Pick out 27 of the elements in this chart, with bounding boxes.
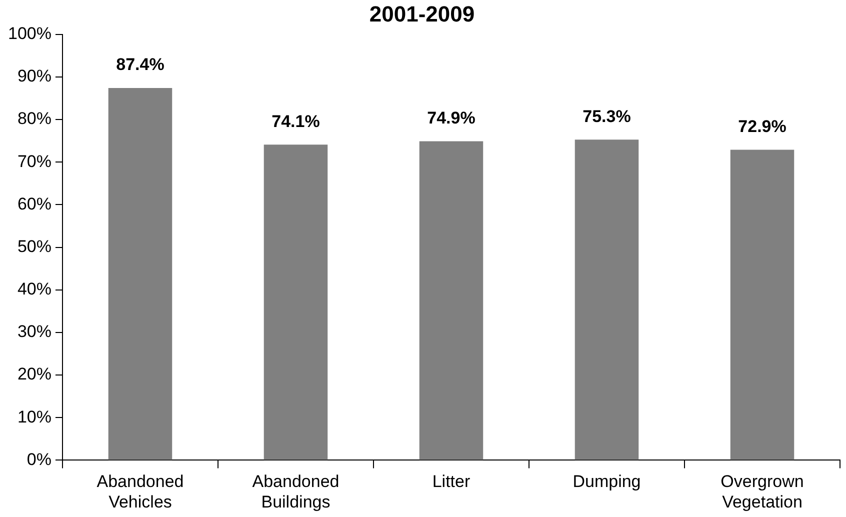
x-tick-label: Abandoned Buildings bbox=[252, 472, 340, 512]
y-tick-label: 70% bbox=[17, 152, 52, 171]
bar bbox=[730, 150, 794, 460]
y-tick-label: 0% bbox=[26, 450, 52, 469]
x-tick-label: Dumping bbox=[572, 472, 641, 492]
y-tick-label: 30% bbox=[17, 322, 52, 342]
y-tick-label: 40% bbox=[17, 280, 52, 299]
y-tick-label: 100% bbox=[8, 24, 52, 44]
data-label: 87.4% bbox=[116, 55, 164, 74]
bar bbox=[264, 144, 328, 460]
y-tick-label: 80% bbox=[17, 109, 52, 128]
x-tick-label: Abandoned Vehicles bbox=[96, 472, 184, 512]
y-tick-label: 90% bbox=[17, 66, 52, 86]
data-label: 74.1% bbox=[272, 112, 320, 131]
data-label: 75.3% bbox=[582, 106, 631, 126]
y-tick-label: 20% bbox=[17, 364, 52, 384]
data-label: 74.9% bbox=[427, 108, 476, 128]
y-tick-label: 50% bbox=[17, 236, 52, 256]
x-tick-label: Overgrown Vegetation bbox=[720, 472, 804, 512]
y-tick-label: 60% bbox=[17, 194, 52, 214]
y-tick-label: 10% bbox=[17, 407, 52, 426]
bar bbox=[419, 141, 484, 460]
bar bbox=[108, 88, 172, 460]
bar bbox=[574, 140, 639, 460]
data-label: 72.9% bbox=[738, 116, 786, 136]
x-tick-label: Litter bbox=[432, 472, 470, 492]
chart-title: 2001-2009 bbox=[369, 1, 475, 26]
